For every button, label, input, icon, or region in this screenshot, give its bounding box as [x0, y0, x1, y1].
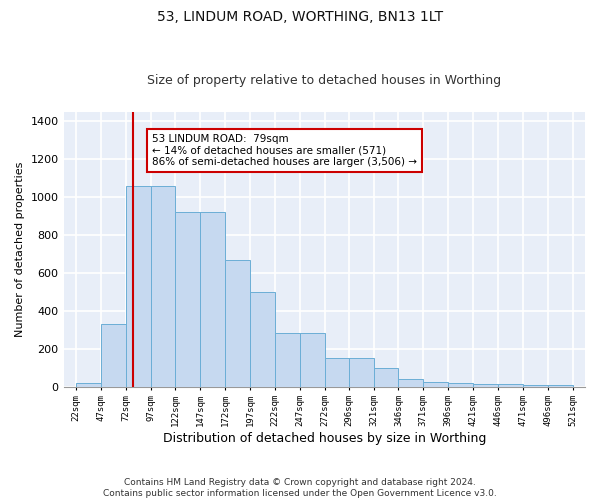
Bar [473, 384, 498, 386]
Bar [523, 384, 548, 386]
Bar [126, 186, 151, 386]
Bar [175, 212, 200, 386]
Text: 53, LINDUM ROAD, WORTHING, BN13 1LT: 53, LINDUM ROAD, WORTHING, BN13 1LT [157, 10, 443, 24]
Bar [374, 368, 398, 386]
Bar [250, 292, 275, 386]
Bar [200, 212, 225, 386]
Bar [423, 382, 448, 386]
Title: Size of property relative to detached houses in Worthing: Size of property relative to detached ho… [147, 74, 502, 87]
Bar [275, 334, 300, 386]
Bar [151, 186, 175, 386]
Bar [76, 383, 101, 386]
Bar [225, 260, 250, 386]
Text: 53 LINDUM ROAD:  79sqm
← 14% of detached houses are smaller (571)
86% of semi-de: 53 LINDUM ROAD: 79sqm ← 14% of detached … [152, 134, 417, 167]
Bar [300, 334, 325, 386]
Bar [349, 358, 374, 386]
Bar [548, 384, 572, 386]
X-axis label: Distribution of detached houses by size in Worthing: Distribution of detached houses by size … [163, 432, 486, 445]
Bar [325, 358, 350, 386]
Bar [101, 324, 126, 386]
Bar [498, 384, 523, 386]
Text: Contains HM Land Registry data © Crown copyright and database right 2024.
Contai: Contains HM Land Registry data © Crown c… [103, 478, 497, 498]
Bar [448, 383, 473, 386]
Bar [398, 379, 423, 386]
Y-axis label: Number of detached properties: Number of detached properties [15, 162, 25, 337]
